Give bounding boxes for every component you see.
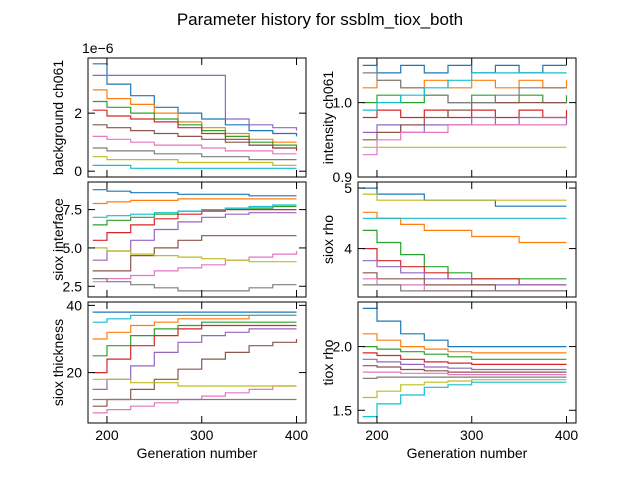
- x-tick-label: 200: [95, 427, 119, 443]
- trace-line-3: [92, 100, 298, 148]
- x-tick-label: 400: [555, 427, 579, 443]
- trace-line-1: [362, 187, 567, 207]
- trace-line-6: [362, 365, 567, 373]
- trace-line-3: [362, 94, 568, 104]
- subplot-frame: [357, 57, 577, 178]
- trace-line-8: [92, 278, 297, 292]
- subplot-frame: [87, 57, 307, 178]
- trace-line-10: [92, 314, 297, 323]
- x-tick-label: 200: [365, 427, 389, 443]
- trace-line-9: [362, 379, 567, 399]
- y-axis-label: tiox rho: [320, 339, 336, 385]
- y-tick-label: 1.5: [333, 402, 353, 418]
- trace-line-9: [92, 378, 297, 387]
- y-tick-label: 20: [66, 365, 82, 381]
- axis-offset-label: 1e−6: [82, 40, 114, 56]
- trace-line-2: [362, 79, 568, 89]
- y-axis-label: background ch061: [50, 60, 66, 175]
- trace-line-5: [362, 260, 567, 286]
- x-tick-label: 300: [190, 427, 214, 443]
- trace-line-5: [92, 74, 298, 131]
- trace-line-7: [362, 371, 567, 376]
- trace-line-3: [362, 229, 567, 280]
- y-tick-label: 2.5: [63, 278, 83, 294]
- trace-group: [362, 307, 567, 418]
- trace-line-6: [362, 102, 567, 141]
- subplot-5: 20 40 200 300 400 siox thickness Generation nu…: [50, 297, 308, 461]
- figure-title: Parameter history for ssblm_tiox_both: [177, 10, 463, 29]
- subplot-frame: [87, 181, 307, 298]
- trace-group: [92, 189, 298, 292]
- trace-line-4: [362, 109, 568, 119]
- trace-group: [362, 187, 567, 292]
- trace-line-10: [362, 72, 567, 111]
- y-tick-label: 7.5: [63, 202, 83, 218]
- subplot-1: 0 2 background ch061 1e−6: [50, 40, 307, 179]
- trace-line-4: [362, 248, 567, 286]
- trace-line-2: [92, 314, 297, 340]
- trace-line-7: [92, 135, 297, 155]
- y-axis-label: siox thickness: [50, 319, 66, 406]
- y-axis-label: intensity ch061: [320, 71, 336, 165]
- trace-group: [92, 63, 298, 169]
- x-tick-label: 400: [285, 427, 309, 443]
- trace-line-2: [362, 333, 567, 354]
- y-tick-label: 2: [74, 105, 82, 121]
- trace-line-4: [92, 209, 297, 241]
- trace-line-10: [92, 204, 297, 218]
- trace-line-1: [92, 189, 297, 197]
- y-tick-label: 1.0: [333, 95, 353, 111]
- trace-line-5: [362, 358, 567, 371]
- y-tick-label: 4: [344, 241, 352, 257]
- y-axis-label: siox rho: [320, 215, 336, 264]
- y-tick-label: 5.0: [63, 240, 83, 256]
- trace-line-9: [92, 247, 297, 263]
- y-tick-label: 2.0: [333, 339, 353, 355]
- trace-line-7: [362, 124, 567, 156]
- trace-group: [92, 311, 298, 414]
- trace-line-6: [92, 235, 297, 272]
- x-axis-label: Generation number: [407, 445, 528, 461]
- trace-line-8: [362, 72, 567, 104]
- trace-line-10: [362, 381, 567, 418]
- trace-line-10: [92, 164, 297, 169]
- trace-line-6: [362, 272, 567, 292]
- trace-line-8: [362, 284, 567, 292]
- y-tick-label: 5: [344, 180, 352, 196]
- trace-line-6: [92, 124, 297, 149]
- subplot-frame: [357, 301, 577, 424]
- trace-line-3: [362, 346, 567, 360]
- trace-line-1: [362, 307, 567, 348]
- trace-line-1: [362, 64, 567, 74]
- subplot-6: 1.5 2.0 200 300 400 tiox rho Generation number: [320, 301, 579, 461]
- trace-line-3: [92, 321, 297, 357]
- subplot-4: 4 5 siox rho: [320, 180, 577, 298]
- y-axis-label: siox interface: [50, 198, 66, 281]
- trace-group: [362, 64, 568, 156]
- trace-line-9: [362, 193, 567, 201]
- subplot-frame: [87, 301, 307, 424]
- trace-line-4: [362, 352, 567, 365]
- y-tick-label: 0: [74, 163, 82, 179]
- trace-line-4: [92, 324, 297, 374]
- trace-line-1: [92, 63, 298, 137]
- trace-line-6: [92, 339, 298, 407]
- x-axis-label: Generation number: [137, 445, 258, 461]
- trace-line-9: [92, 156, 297, 166]
- y-tick-label: 40: [66, 297, 82, 313]
- trace-line-2: [92, 89, 297, 143]
- trace-line-2: [92, 198, 297, 205]
- subplot-frame: [357, 181, 577, 298]
- trace-line-8: [92, 147, 297, 161]
- trace-line-2: [362, 211, 567, 244]
- y-tick-label: 0.9: [333, 169, 353, 185]
- trace-line-7: [92, 251, 298, 283]
- trace-line-8: [362, 376, 567, 379]
- x-tick-label: 300: [460, 427, 484, 443]
